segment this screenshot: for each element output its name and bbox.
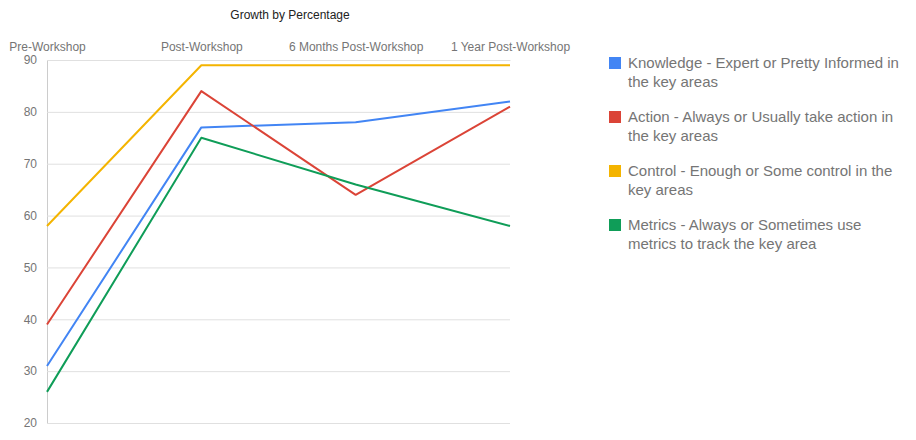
chart-title: Growth by Percentage [230,8,350,22]
legend-swatch [609,111,621,123]
y-axis-line [48,61,511,424]
x-axis: Pre-Workshop Post-Workshop 6 Months Post-W… [9,40,570,61]
grid-line [47,60,510,61]
legend: Knowledge - Expert or Pretty Informed in… [609,54,903,252]
y-tick: 50 [24,261,510,275]
plot-area [47,65,510,392]
grid-line [47,319,510,320]
x-tick-label: Post-Workshop [161,40,243,54]
grid-line [47,423,510,424]
legend-label: Metrics - Always or Sometimes use metric… [628,216,866,252]
y-tick-label: 40 [24,313,38,327]
legend-label: Action - Always or Usually take action i… [628,108,897,144]
x-tick: 6 Months Post-Workshop [289,40,424,54]
legend-label-line: metrics to track the key area [628,235,817,252]
y-tick-label: 80 [24,105,38,119]
legend-label-line: the key areas [628,73,718,90]
y-tick: 40 [24,313,510,327]
x-axis-line [48,60,511,61]
legend-label: Control - Enough or Some control in the … [628,162,896,198]
y-tick: 20 [24,416,510,430]
legend-label: Knowledge - Expert or Pretty Informed in… [628,54,903,90]
legend-label-line: Control - Enough or Some control in the [628,162,896,179]
y-axis: 20 30 40 50 60 70 80 90 [24,53,510,430]
legend-swatch [609,219,621,231]
grid-line [47,112,510,113]
y-tick-label: 90 [24,53,38,67]
x-tick-label: 1 Year Post-Workshop [451,40,571,54]
series-line [47,65,510,226]
y-tick-label: 70 [24,157,38,171]
x-tick-label: Pre-Workshop [9,40,86,54]
grid-line [47,216,510,217]
legend-label-line: Metrics - Always or Sometimes use [628,216,866,233]
x-tick-label: 6 Months Post-Workshop [289,40,424,54]
grid-line [47,267,510,268]
y-tick-label: 20 [24,416,38,430]
grid-line [47,164,510,165]
x-tick: 1 Year Post-Workshop [451,40,571,54]
y-tick-label: 50 [24,261,38,275]
legend-label-line: the key areas [628,127,718,144]
y-tick-label: 60 [24,209,38,223]
y-tick: 60 [24,209,510,223]
series-line [47,138,510,392]
y-tick: 70 [24,157,510,171]
legend-label-line: Knowledge - Expert or Pretty Informed in [628,54,903,71]
y-tick: 30 [24,364,510,378]
grid-line [47,371,510,372]
legend-label-line: Action - Always or Usually take action i… [628,108,897,125]
y-tick-label: 30 [24,364,38,378]
legend-label-line: key areas [628,181,693,198]
legend-swatch [609,57,621,69]
x-tick: Pre-Workshop [9,40,86,54]
legend-swatch [609,165,621,177]
x-tick: Post-Workshop [161,40,243,54]
series-line [47,101,510,365]
